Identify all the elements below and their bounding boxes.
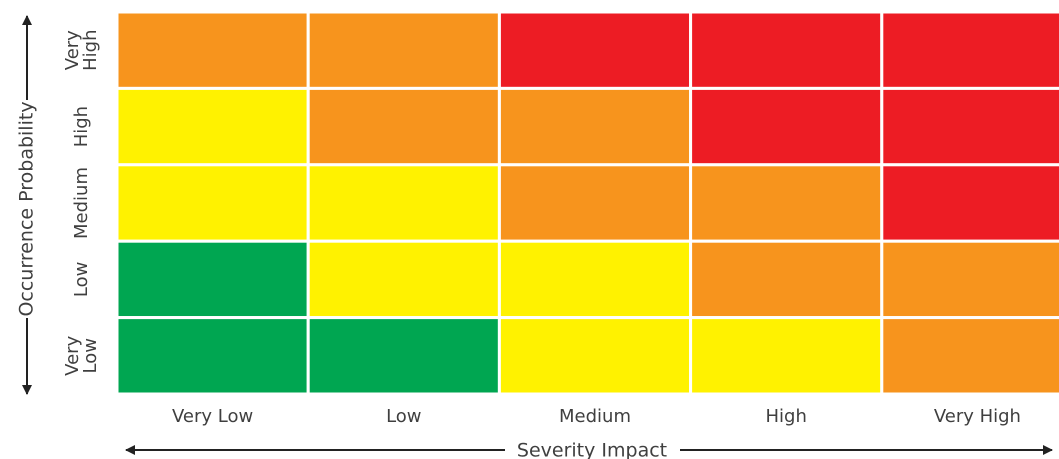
- x-tick-label: Low: [386, 406, 421, 427]
- matrix-cell-5-4: [689, 316, 884, 396]
- y-axis-title: Occurrence Probability: [16, 101, 38, 316]
- matrix-cell-3-5: [880, 163, 1059, 243]
- x-axis-tick-labels: Very Low Low Medium High Very High: [172, 406, 1021, 427]
- matrix-cell-4-5: [880, 239, 1059, 320]
- matrix-cell-2-1: [115, 86, 310, 167]
- matrix-cell-1-4: [689, 10, 884, 90]
- matrix-cell-2-4: [689, 86, 884, 167]
- y-tick-label-line: Low: [71, 262, 92, 297]
- matrix-cell-1-2: [306, 10, 501, 90]
- matrix-cell-5-2: [306, 316, 501, 396]
- matrix-cell-2-3: [497, 86, 693, 167]
- y-tick-label-line: Low: [80, 338, 101, 373]
- x-tick-label: Medium: [559, 406, 631, 427]
- matrix-cell-5-3: [497, 316, 693, 396]
- matrix-cell-5-5: [880, 316, 1059, 396]
- matrix-cell-3-3: [497, 163, 693, 243]
- matrix-cell-3-1: [115, 163, 310, 243]
- y-tick-label: Low: [71, 262, 92, 297]
- matrix-cell-1-3: [497, 10, 693, 90]
- matrix-cells: [115, 10, 1059, 396]
- y-tick-label: Medium: [71, 167, 92, 239]
- x-tick-label: High: [766, 406, 807, 427]
- y-tick-label-line: Very: [62, 30, 83, 70]
- x-tick-label: Very Low: [172, 406, 253, 427]
- matrix-cell-4-2: [306, 239, 501, 320]
- x-tick-label: Very High: [934, 406, 1021, 427]
- x-axis-title: Severity Impact: [517, 440, 667, 459]
- matrix-cell-4-4: [689, 239, 884, 320]
- y-axis: Occurrence Probability: [16, 15, 38, 395]
- matrix-cell-3-4: [689, 163, 884, 243]
- matrix-cell-4-3: [497, 239, 693, 320]
- matrix-cell-4-1: [115, 239, 310, 320]
- y-tick-label: High: [71, 106, 92, 147]
- matrix-cell-1-1: [115, 10, 310, 90]
- matrix-cell-2-2: [306, 86, 501, 167]
- matrix-cell-5-1: [115, 316, 310, 396]
- y-tick-label-line: Medium: [71, 167, 92, 239]
- matrix-cell-1-5: [880, 10, 1059, 90]
- y-tick-label-line: High: [80, 30, 101, 71]
- x-axis: Severity Impact: [125, 440, 1053, 459]
- matrix-cell-3-2: [306, 163, 501, 243]
- matrix-cell-2-5: [880, 86, 1059, 167]
- y-tick-label-line: High: [71, 106, 92, 147]
- y-tick-label-line: Very: [62, 335, 83, 375]
